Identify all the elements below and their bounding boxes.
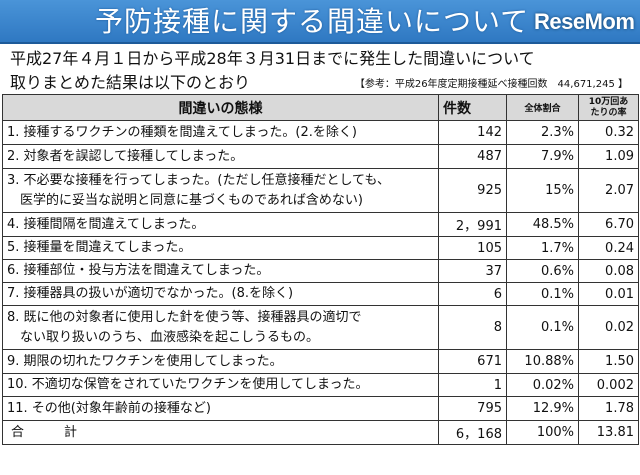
cell-count: 925 bbox=[438, 168, 507, 213]
cell-rate: 0.01 bbox=[578, 282, 639, 306]
total-label-part1: 合 bbox=[11, 424, 25, 440]
cell-manner: 3. 不必要な接種を行ってしまった。(ただし任意接種だとしても、 医学的に妥当な… bbox=[2, 168, 439, 213]
cell-count: 6 bbox=[438, 282, 507, 306]
manner-line: 6. 接種部位・投与方法を間違えてしまった。 bbox=[7, 263, 270, 278]
manner-line: 2. 対象者を誤認して接種してしまった。 bbox=[7, 148, 244, 164]
table-row: 6. 接種部位・投与方法を間違えてしまった。 37 0.6% 0.08 bbox=[2, 259, 639, 283]
cell-ratio: 2.3% bbox=[506, 120, 579, 145]
table-row: 3. 不必要な接種を行ってしまった。(ただし任意接種だとしても、 医学的に妥当な… bbox=[2, 168, 639, 213]
cell-ratio: 0.1% bbox=[506, 305, 579, 350]
cell-rate: 1.09 bbox=[578, 144, 639, 169]
cell-ratio: 7.9% bbox=[506, 144, 579, 169]
manner-line: 1. 接種するワクチンの種類を間違えてしまった。(2.を除く) bbox=[7, 124, 357, 140]
reference-note: 【参考：平成26年度定期接種延べ接種回数 44,671,245 】 bbox=[354, 79, 628, 90]
intro-line-2: 取りまとめた結果は以下のとおり bbox=[10, 73, 251, 92]
resemom-logo: ReseMom bbox=[534, 8, 635, 36]
table-row: 11. その他(対象年齢前の接種など) 795 12.9% 1.78 bbox=[2, 396, 639, 421]
table-header-row: 間違いの態様 件数 全体割合 10万回あ たりの率 bbox=[2, 94, 639, 121]
total-ratio: 100% bbox=[506, 420, 579, 445]
cell-count: 487 bbox=[438, 144, 507, 169]
cell-ratio: 0.6% bbox=[506, 259, 579, 283]
total-row: 合計 6，168 100% 13.81 bbox=[2, 420, 639, 445]
table-row: 4. 接種間隔を間違えてしまった。 2，991 48.5% 6.70 bbox=[2, 212, 639, 237]
header-rate-line2: たりの率 bbox=[590, 107, 627, 118]
cell-rate: 1.78 bbox=[578, 396, 639, 421]
cell-manner: 10. 不適切な保管をされていたワクチンを使用してしまった。 bbox=[2, 373, 439, 397]
cell-ratio: 12.9% bbox=[506, 396, 579, 421]
cell-ratio: 0.02% bbox=[506, 373, 579, 397]
cell-count: 142 bbox=[438, 120, 507, 145]
total-count: 6，168 bbox=[438, 420, 507, 445]
table-row: 8. 既に他の対象者に使用した針を使う等、接種器具の適切で ない取り扱いのうち、… bbox=[2, 305, 639, 350]
manner-line: 4. 接種間隔を間違えてしまった。 bbox=[7, 216, 205, 232]
cell-ratio: 10.88% bbox=[506, 349, 579, 374]
table-row: 9. 期限の切れたワクチンを使用してしまった。 671 10.88% 1.50 bbox=[2, 349, 639, 374]
cell-count: 8 bbox=[438, 305, 507, 350]
table-row: 7. 接種器具の扱いが適切でなかった。(8.を除く) 6 0.1% 0.01 bbox=[2, 282, 639, 306]
cell-ratio: 0.1% bbox=[506, 282, 579, 306]
cell-ratio: 48.5% bbox=[506, 212, 579, 237]
cell-rate: 2.07 bbox=[578, 168, 639, 213]
manner-line: 10. 不適切な保管をされていたワクチンを使用してしまった。 bbox=[7, 377, 369, 392]
cell-count: 105 bbox=[438, 236, 507, 260]
header-count: 件数 bbox=[438, 94, 507, 121]
manner-line: 8. 既に他の対象者に使用した針を使う等、接種器具の適切で bbox=[7, 309, 362, 325]
cell-count: 2，991 bbox=[438, 212, 507, 237]
header-rate: 10万回あ たりの率 bbox=[578, 94, 639, 121]
header-manner: 間違いの態様 bbox=[2, 94, 439, 121]
header-rate-line1: 10万回あ bbox=[588, 96, 629, 107]
manner-line: ない取り扱いのうち、血液感染を起こしうるもの。 bbox=[7, 329, 320, 345]
cell-manner: 5. 接種量を間違えてしまった。 bbox=[2, 236, 439, 260]
manner-line: 7. 接種器具の扱いが適切でなかった。(8.を除く) bbox=[7, 286, 294, 301]
table-row: 1. 接種するワクチンの種類を間違えてしまった。(2.を除く) 142 2.3% 0.… bbox=[2, 120, 639, 145]
manner-line: 11. その他(対象年齢前の接種など) bbox=[7, 400, 211, 416]
title-bar: 予防接種に関する間違いについて ReseMom 資料 bbox=[0, 0, 640, 44]
cell-rate: 6.70 bbox=[578, 212, 639, 237]
table-row: 5. 接種量を間違えてしまった。 105 1.7% 0.24 bbox=[2, 236, 639, 260]
cell-manner: 11. その他(対象年齢前の接種など) bbox=[2, 396, 439, 421]
header-ratio: 全体割合 bbox=[506, 94, 579, 121]
cell-rate: 0.32 bbox=[578, 120, 639, 145]
cell-rate: 0.24 bbox=[578, 236, 639, 260]
cell-manner: 4. 接種間隔を間違えてしまった。 bbox=[2, 212, 439, 237]
cell-rate: 0.002 bbox=[578, 373, 639, 397]
cell-manner: 8. 既に他の対象者に使用した針を使う等、接種器具の適切で ない取り扱いのうち、… bbox=[2, 305, 439, 350]
manner-line: 5. 接種量を間違えてしまった。 bbox=[7, 240, 192, 255]
cell-count: 671 bbox=[438, 349, 507, 374]
cell-manner: 9. 期限の切れたワクチンを使用してしまった。 bbox=[2, 349, 439, 374]
cell-ratio: 1.7% bbox=[506, 236, 579, 260]
cell-manner: 2. 対象者を誤認して接種してしまった。 bbox=[2, 144, 439, 169]
manner-line: 3. 不必要な接種を行ってしまった。(ただし任意接種だとしても、 bbox=[7, 172, 391, 188]
page-title: 予防接種に関する間違いについて bbox=[95, 5, 530, 38]
table-row: 2. 対象者を誤認して接種してしまった。 487 7.9% 1.09 bbox=[2, 144, 639, 169]
cell-ratio: 15% bbox=[506, 168, 579, 213]
logo-part2: Mom bbox=[584, 9, 635, 34]
manner-line: 9. 期限の切れたワクチンを使用してしまった。 bbox=[7, 353, 283, 369]
cell-count: 795 bbox=[438, 396, 507, 421]
cell-rate: 0.02 bbox=[578, 305, 639, 350]
cell-manner: 1. 接種するワクチンの種類を間違えてしまった。(2.を除く) bbox=[2, 120, 439, 145]
table-body: 1. 接種するワクチンの種類を間違えてしまった。(2.を除く) 142 2.3% 0.… bbox=[2, 120, 639, 445]
total-rate: 13.81 bbox=[578, 420, 639, 445]
cell-rate: 1.50 bbox=[578, 349, 639, 374]
cell-manner: 6. 接種部位・投与方法を間違えてしまった。 bbox=[2, 259, 439, 283]
total-label-cell: 合計 bbox=[2, 420, 439, 445]
error-table: 間違いの態様 件数 全体割合 10万回あ たりの率 1. 接種するワクチンの種類を… bbox=[2, 94, 639, 445]
total-label-part2: 計 bbox=[63, 424, 77, 440]
cell-count: 1 bbox=[438, 373, 507, 397]
cell-count: 37 bbox=[438, 259, 507, 283]
cell-manner: 7. 接種器具の扱いが適切でなかった。(8.を除く) bbox=[2, 282, 439, 306]
manner-line: 医学的に妥当な説明と同意に基づくものであれば含めない) bbox=[7, 192, 363, 208]
table-row: 10. 不適切な保管をされていたワクチンを使用してしまった。 1 0.02% 0.00… bbox=[2, 373, 639, 397]
intro-line-1: 平成27年４月１日から平成28年３月31日までに発生した間違いについて bbox=[10, 49, 535, 68]
logo-part1: Rese bbox=[534, 9, 585, 34]
cell-rate: 0.08 bbox=[578, 259, 639, 283]
